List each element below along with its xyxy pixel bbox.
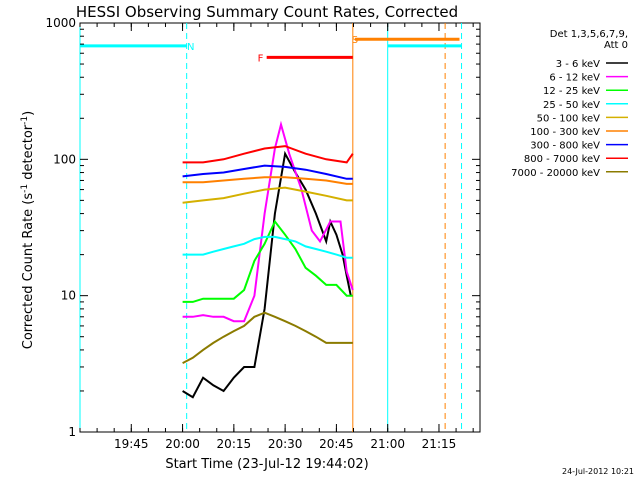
- x-tick-label: 20:45: [319, 437, 354, 451]
- legend-entry-label: 300 - 800 keV: [530, 141, 600, 152]
- y-axis-label: Corrected Count Rate (s-1 detector-1): [20, 111, 36, 349]
- legend-entry-label: 7000 - 20000 keV: [511, 168, 600, 179]
- annotation-label: F: [258, 53, 264, 64]
- axes: 19:45 20:00 20:15 20:30 20:45 21:00 21:15 1 10 10…: [45, 16, 480, 451]
- legend-entry-label: 25 - 50 keV: [543, 100, 600, 111]
- series-line: [182, 219, 353, 303]
- x-tick-label: 21:15: [422, 437, 457, 451]
- series-line: [182, 145, 354, 164]
- annotation-label: S: [352, 35, 358, 46]
- x-tick-label: 20:15: [217, 437, 252, 451]
- series-line: [182, 150, 352, 399]
- x-tick-label: 20:30: [268, 437, 303, 451]
- series-line: [182, 176, 353, 185]
- legend-entry-label: 3 - 6 keV: [556, 59, 600, 70]
- series-line: [182, 120, 354, 323]
- series-lines: [182, 120, 354, 399]
- chart-title: HESSI Observing Summary Count Rates, Cor…: [76, 3, 458, 21]
- y-tick-label: 1: [68, 425, 76, 439]
- y-tick-label: 1000: [45, 16, 76, 30]
- legend-header: Att 0: [604, 40, 628, 51]
- annotation-bars: N F S: [80, 35, 462, 64]
- series-line: [182, 235, 353, 259]
- y-tick-label: 10: [61, 289, 76, 303]
- y-tick-label: 100: [53, 152, 76, 166]
- x-axis-label: Start Time (23-Jul-12 19:44:02): [165, 457, 368, 472]
- vertical-markers: [79, 23, 463, 432]
- annotation-label: N: [187, 42, 194, 53]
- x-tick-label: 20:00: [165, 437, 200, 451]
- legend-entry-label: 6 - 12 keV: [549, 73, 600, 84]
- timestamp-label: 24-Jul-2012 10:21: [562, 467, 634, 476]
- legend-entry-label: 800 - 7000 keV: [524, 154, 600, 165]
- legend: Det 1,3,5,6,7,9,Att 0 3 - 6 keV 6 - 12 keV…: [511, 29, 628, 179]
- legend-entry-label: 100 - 300 keV: [530, 127, 600, 138]
- series-line: [182, 164, 353, 180]
- legend-header: Det 1,3,5,6,7,9,: [550, 29, 628, 40]
- legend-entry-label: 12 - 25 keV: [543, 86, 600, 97]
- x-tick-label: 21:00: [370, 437, 405, 451]
- x-tick-label: 19:45: [114, 437, 149, 451]
- legend-entry-label: 50 - 100 keV: [537, 113, 601, 124]
- series-line: [182, 186, 353, 204]
- series-line: [182, 311, 353, 364]
